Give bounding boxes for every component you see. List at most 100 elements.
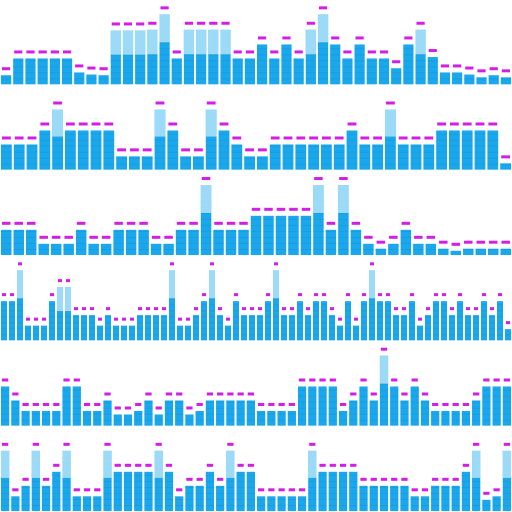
bar-highlight bbox=[385, 109, 396, 137]
bar-segment-line bbox=[216, 487, 225, 488]
peak-marker bbox=[360, 477, 367, 481]
bar-segment-line bbox=[1, 237, 12, 238]
bar-segment-line bbox=[231, 157, 243, 159]
bar-segment-line bbox=[164, 481, 174, 482]
bar-segment-line bbox=[49, 334, 55, 336]
bar-segment-line bbox=[135, 66, 146, 68]
peak-marker bbox=[130, 148, 139, 152]
bar-segment-line bbox=[289, 328, 295, 330]
bar-highlight bbox=[135, 30, 146, 55]
bar-segment-line bbox=[449, 328, 455, 330]
spectrum-bar bbox=[154, 414, 163, 426]
spectrum-bar bbox=[481, 301, 487, 341]
spectrum-bar bbox=[233, 301, 239, 341]
bar-segment-line bbox=[425, 328, 431, 330]
peak-marker bbox=[426, 235, 436, 239]
bar-segment-line bbox=[129, 328, 135, 330]
peak-marker bbox=[477, 69, 486, 73]
bar-segment-line bbox=[281, 48, 292, 50]
spectrum-bar bbox=[338, 471, 348, 511]
bar-segment-line bbox=[338, 481, 348, 482]
spectrum-bar bbox=[451, 410, 460, 426]
bar-segment-line bbox=[265, 322, 271, 324]
bar-segment-line bbox=[359, 145, 371, 147]
bar-segment-line bbox=[72, 389, 81, 391]
spectrum-bar bbox=[180, 156, 191, 170]
bar-segment-line bbox=[231, 151, 243, 153]
bar-segment-line bbox=[205, 413, 215, 415]
bar-segment-line bbox=[451, 493, 460, 494]
spectrum-bar bbox=[31, 410, 40, 426]
bar-segment-line bbox=[113, 237, 124, 238]
bar-segment-line bbox=[154, 419, 163, 421]
bar-segment-line bbox=[433, 316, 439, 318]
bar-segment-line bbox=[465, 334, 471, 336]
bar-segment-line bbox=[164, 419, 174, 421]
bar-segment-line bbox=[246, 407, 255, 409]
bar-segment-line bbox=[11, 407, 20, 409]
bar-segment-line bbox=[52, 139, 63, 141]
bar-segment-line bbox=[77, 145, 89, 147]
bar-segment-line bbox=[241, 334, 247, 336]
bar-segment-line bbox=[25, 72, 36, 74]
spectrum-bar bbox=[439, 72, 451, 85]
bar-segment-line bbox=[77, 157, 89, 159]
spectrum-bar bbox=[361, 301, 367, 341]
bar-segment-line bbox=[154, 163, 166, 165]
bar-segment-line bbox=[308, 493, 317, 494]
bar-segment-line bbox=[236, 475, 245, 476]
spectrum-bar bbox=[175, 229, 187, 255]
spectrum-bar bbox=[369, 270, 375, 341]
bar-segment-line bbox=[328, 413, 337, 415]
bar-segment-line bbox=[218, 133, 230, 135]
bar-segment-line bbox=[295, 151, 307, 153]
bar-segment-line bbox=[159, 54, 170, 56]
bar-segment-line bbox=[321, 145, 332, 147]
peak-marker bbox=[53, 402, 60, 406]
spectrum-bar bbox=[436, 130, 447, 170]
bar-segment-line bbox=[1, 78, 12, 80]
bar-segment-line bbox=[25, 249, 37, 250]
bar-segment-line bbox=[318, 401, 327, 403]
spectrum-bar bbox=[397, 144, 409, 170]
spectrum-bar bbox=[328, 471, 337, 511]
bar-segment-line bbox=[244, 78, 255, 80]
bar-segment-line bbox=[410, 401, 419, 403]
bar-segment-line bbox=[93, 413, 102, 415]
peak-marker bbox=[2, 442, 9, 446]
bar-segment-line bbox=[193, 322, 199, 324]
bar-segment-line bbox=[13, 78, 24, 80]
bar-segment-line bbox=[369, 298, 375, 300]
bar-segment-line bbox=[317, 66, 329, 68]
spectrum-bar bbox=[500, 77, 511, 85]
bar-segment-line bbox=[461, 133, 473, 135]
peak-marker bbox=[247, 463, 254, 467]
bar-segment-line bbox=[433, 322, 439, 324]
peak-marker bbox=[288, 402, 295, 406]
spectrum-bar bbox=[1, 386, 10, 426]
bar-segment-line bbox=[246, 493, 255, 494]
bar-segment-line bbox=[269, 72, 280, 74]
peak-marker bbox=[432, 402, 439, 406]
bar-segment-line bbox=[349, 419, 358, 421]
peak-marker bbox=[329, 463, 336, 467]
peak-marker bbox=[398, 136, 408, 140]
spectrum-bar bbox=[482, 499, 491, 511]
bar-segment-line bbox=[423, 145, 435, 147]
bar-segment-line bbox=[113, 493, 122, 494]
bar-segment-line bbox=[250, 237, 262, 238]
bar-segment-line bbox=[393, 328, 399, 330]
bar-segment-line bbox=[169, 328, 175, 330]
bar-segment-line bbox=[167, 133, 179, 135]
bar-segment-line bbox=[144, 481, 153, 482]
bar-segment-line bbox=[75, 237, 87, 238]
spectrum-bar bbox=[433, 301, 439, 341]
bar-highlight bbox=[338, 185, 349, 214]
bar-segment-line bbox=[313, 243, 324, 244]
bar-segment-line bbox=[17, 298, 23, 300]
spectrum-bar bbox=[325, 229, 337, 255]
bar-segment-line bbox=[52, 505, 61, 506]
peak-marker bbox=[306, 21, 315, 25]
bar-segment-line bbox=[195, 493, 204, 494]
spectrum-bar bbox=[305, 315, 311, 341]
